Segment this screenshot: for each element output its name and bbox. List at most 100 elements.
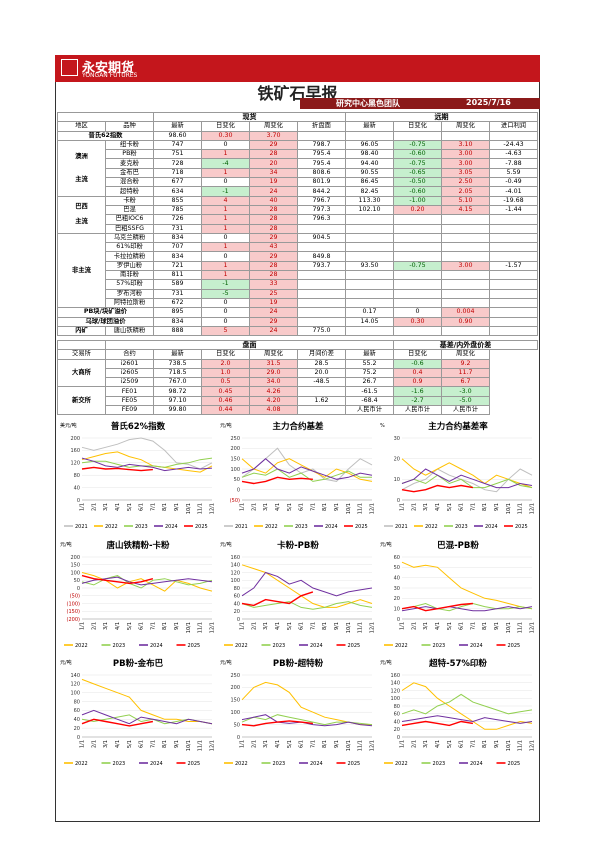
series-line [401, 561, 533, 610]
series-line [401, 715, 533, 724]
logo-mark [61, 59, 78, 76]
unit-label: % [380, 423, 385, 429]
legend-label: 2023 [433, 643, 446, 649]
x-tick-label: 2/1 [251, 503, 257, 511]
x-tick-label: 3/1 [263, 740, 269, 748]
x-tick-label: 5/1 [447, 622, 453, 630]
row: 巴粗SSFG 731 1 28 [58, 223, 538, 234]
x-tick-label: 8/1 [482, 503, 488, 511]
region: 非主流 [57, 232, 106, 309]
x-tick-label: 10/1 [506, 503, 512, 514]
unit-label: 元/吨 [380, 659, 392, 666]
x-tick-label: 1/1 [400, 622, 406, 630]
y-tick-label: 100 [70, 570, 80, 576]
x-tick-label: 7/1 [470, 740, 476, 748]
chart-title: 巴混-PB粉 [437, 540, 479, 551]
region-label: 非主流 [72, 266, 91, 274]
x-tick-label: 3/1 [263, 622, 269, 630]
legend-label: 2025 [355, 524, 368, 530]
row: PB粉 751 1 28 795.4 98.40 -0.60 3.00 -4.63 [58, 149, 538, 160]
x-tick-label: 10/1 [506, 622, 512, 633]
series-line [401, 682, 533, 730]
series-line [241, 720, 313, 727]
y-tick-label: 30 [394, 586, 400, 592]
series-line [81, 574, 154, 585]
x-tick-label: 12/1 [370, 740, 376, 751]
x-tick-label: 7/1 [150, 622, 156, 630]
series-line [401, 606, 533, 612]
x-tick-label: 9/1 [494, 503, 500, 511]
y-tick-label: 20 [394, 596, 400, 602]
y-tick-label: (50) [230, 498, 240, 504]
row: 麦克粉 728 -4 20 795.4 94.40 -0.75 3.00 -7.88 [58, 158, 538, 169]
legend-label: 2025 [508, 643, 521, 649]
x-tick-label: 3/1 [103, 740, 109, 748]
region-label: 澳洲 [75, 152, 88, 160]
region: 巴西 主流 [57, 195, 106, 234]
y-tick-label: 30 [394, 436, 400, 442]
chart-title: 主力合约基差 [272, 421, 324, 432]
chart-title: PB粉-金布巴 [113, 658, 164, 669]
y-tick-label: 0 [397, 498, 400, 504]
x-tick-label: 1/1 [400, 503, 406, 511]
row: 非主流 乌克兰精粉 834 0 29 904.5 [57, 232, 538, 309]
row: 巴混 785 1 28 797.3 102.10 0.20 4.15 -1.44 [58, 204, 538, 216]
y-tick-label: 160 [390, 673, 400, 679]
legend-label: 2025 [348, 643, 361, 649]
x-tick-label: 5/1 [287, 622, 293, 630]
x-tick-label: 3/1 [263, 503, 269, 511]
x-tick-label: 2/1 [91, 740, 97, 748]
x-tick-label: 9/1 [334, 622, 340, 630]
series-line [401, 720, 474, 727]
x-tick-label: 7/1 [310, 503, 316, 511]
y-tick-label: 200 [70, 436, 80, 442]
y-tick-label: 80 [74, 699, 80, 705]
y-tick-label: 140 [70, 673, 80, 679]
x-tick-label: 1/1 [240, 740, 246, 748]
legend-label: 2022 [395, 761, 408, 767]
legend-label: 2024 [150, 643, 163, 649]
legend-label: 2024 [310, 761, 323, 767]
x-tick-label: 7/1 [150, 740, 156, 748]
region-label: 主流 [75, 175, 88, 183]
y-tick-label: 150 [230, 456, 240, 462]
x-tick-label: 12/1 [210, 740, 216, 751]
y-tick-label: 50 [234, 722, 240, 728]
x-tick-label: 1/1 [400, 740, 406, 748]
x-tick-label: 8/1 [162, 740, 168, 748]
x-tick-label: 2/1 [411, 503, 417, 511]
y-tick-label: 100 [70, 691, 80, 697]
legend-label: 2025 [188, 643, 201, 649]
y-tick-label: 200 [230, 685, 240, 691]
x-tick-label: 1/1 [80, 622, 86, 630]
series-line [401, 468, 533, 493]
x-tick-label: 10/1 [186, 503, 192, 514]
y-tick-label: 100 [230, 710, 240, 716]
x-tick-label: 8/1 [322, 740, 328, 748]
x-tick-label: 11/1 [358, 622, 364, 633]
y-tick-label: 50 [234, 477, 240, 483]
series-line [241, 476, 313, 485]
x-tick-label: 11/1 [358, 740, 364, 751]
legend-label: 2023 [135, 524, 148, 530]
y-tick-label: 120 [390, 688, 400, 694]
region-label: 大商所 [72, 369, 91, 377]
x-tick-label: 6/1 [459, 740, 465, 748]
x-tick-label: 3/1 [423, 622, 429, 630]
y-tick-label: 40 [74, 717, 80, 723]
legend-label: 2022 [75, 643, 88, 649]
y-tick-label: (50) [70, 594, 80, 600]
series-line [241, 447, 373, 482]
y-tick-label: 0 [77, 498, 80, 504]
x-tick-label: 8/1 [482, 622, 488, 630]
legend-label: 2023 [113, 761, 126, 767]
x-tick-label: 7/1 [470, 503, 476, 511]
y-tick-label: (100) [67, 601, 80, 607]
region-label: 新交所 [72, 396, 91, 404]
x-tick-label: 6/1 [299, 503, 305, 511]
x-tick-label: 9/1 [494, 622, 500, 630]
row: 大商所 i2601 738.5 2.0 31.5 28.5 55.2 -0.6 9.2 [57, 358, 538, 388]
chart-title: 普氏62%指数 [111, 421, 166, 432]
legend-label: 2023 [273, 761, 286, 767]
x-tick-label: 2/1 [91, 503, 97, 511]
